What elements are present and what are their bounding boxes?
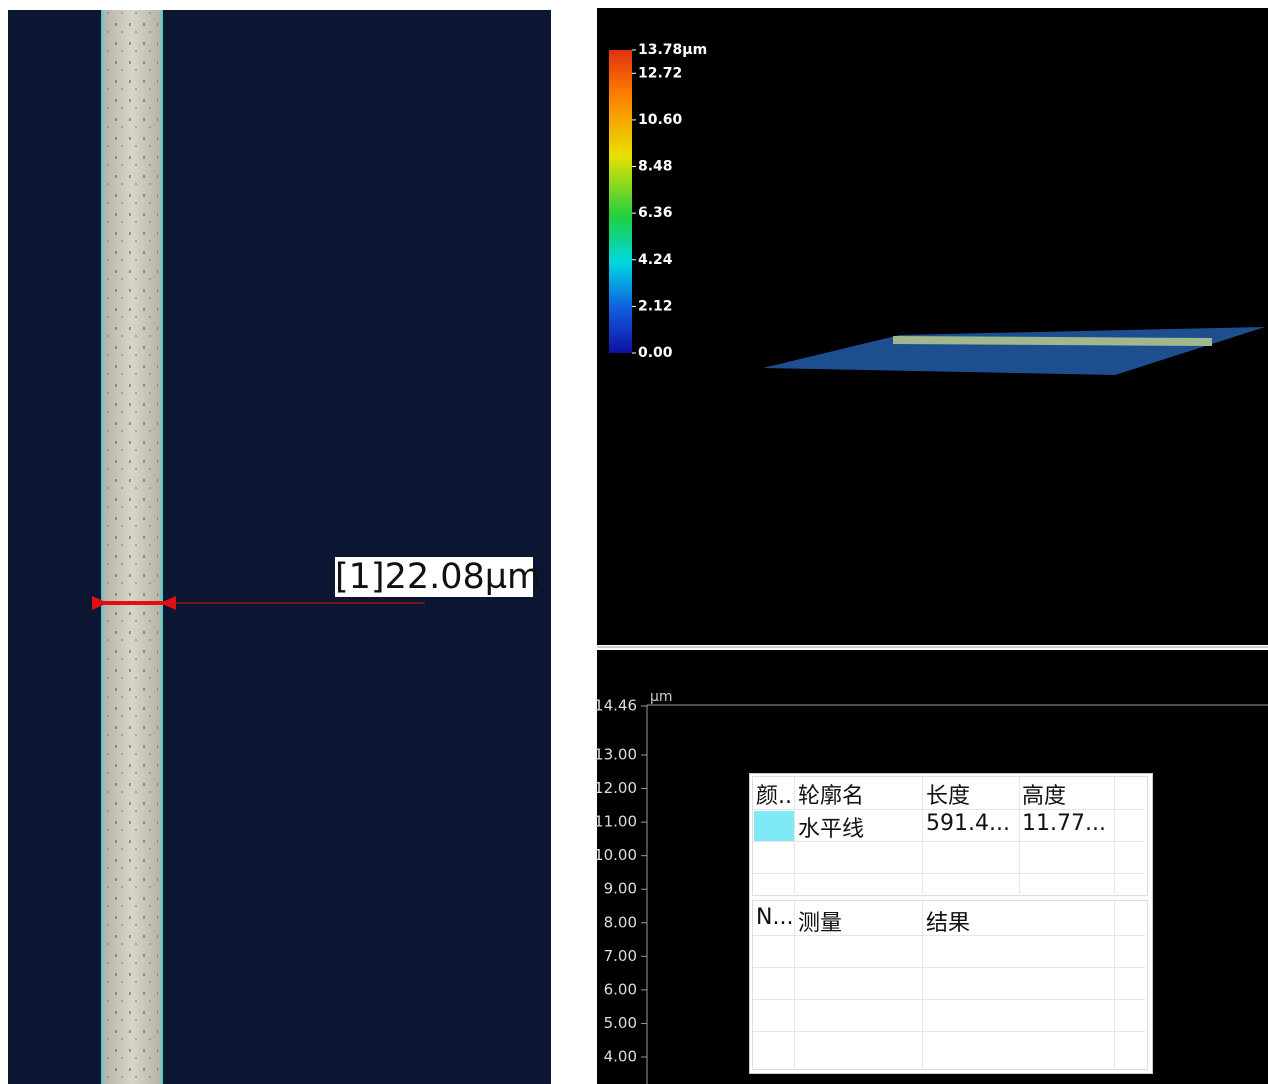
texture bbox=[106, 10, 158, 1084]
grid-line bbox=[1019, 777, 1020, 894]
y-tick-label: 12.00 bbox=[594, 779, 637, 797]
microscope-image bbox=[8, 10, 551, 1084]
y-tick-label: 6.00 bbox=[604, 980, 637, 998]
grid-line bbox=[1114, 901, 1115, 1068]
y-tick-label: 14.46 bbox=[594, 697, 637, 715]
grid-line bbox=[753, 873, 1145, 874]
colorbar-label: 0.00 bbox=[638, 345, 673, 361]
grid-line bbox=[922, 901, 923, 1068]
y-tick-label: 13.00 bbox=[594, 745, 637, 763]
measurement-label: [1]22.08µm bbox=[335, 557, 533, 597]
y-tick-label: 9.00 bbox=[604, 880, 637, 898]
colorbar-label: 8.48 bbox=[638, 159, 673, 175]
colorbar-label: 6.36 bbox=[638, 205, 673, 221]
column-header: N... bbox=[756, 905, 793, 930]
column-header: 测量 bbox=[798, 905, 842, 937]
view-3d bbox=[597, 8, 1268, 645]
y-tick-label: 11.00 bbox=[594, 813, 637, 831]
column-header: 结果 bbox=[926, 905, 970, 937]
colorbar-label: 10.60 bbox=[638, 112, 683, 128]
grid-line bbox=[753, 1031, 1145, 1032]
colorbar-label: 13.78µm bbox=[638, 42, 707, 58]
y-tick-label: 5.00 bbox=[604, 1014, 637, 1032]
column-header: 长度 bbox=[926, 778, 970, 810]
column-header: 轮廓名 bbox=[798, 778, 864, 810]
unit: µm bbox=[650, 689, 673, 705]
y-tick-label: 8.00 bbox=[604, 913, 637, 931]
color-swatch bbox=[754, 811, 794, 841]
column-header: 颜.. bbox=[756, 778, 792, 810]
column-header: 高度 bbox=[1022, 778, 1066, 810]
grid-line bbox=[794, 901, 795, 1068]
colorbar-label: 2.12 bbox=[638, 298, 673, 314]
cell: 11.77... bbox=[1022, 811, 1106, 836]
y-tick-label: 7.00 bbox=[604, 947, 637, 965]
y-tick-label: 10.00 bbox=[594, 846, 637, 864]
table-panel: 颜..轮廓名 长度 高度水平线 591.4... 11.77... N...测量 结果 bbox=[749, 773, 1153, 1074]
colorbar bbox=[609, 50, 632, 353]
cell: 591.4... bbox=[926, 811, 1010, 836]
grid-line bbox=[794, 777, 795, 894]
grid-line bbox=[1114, 777, 1115, 894]
cell: 水平线 bbox=[798, 811, 864, 843]
grid-line bbox=[922, 777, 923, 894]
page: µm 13.78µm 12.72 10.60 8.48 6.36 4.24 2.12 0.00… bbox=[0, 0, 1268, 1084]
y-tick-label: 4.00 bbox=[604, 1048, 637, 1066]
grid-line bbox=[753, 967, 1145, 968]
grid-line bbox=[753, 999, 1145, 1000]
colorbar-label: 12.72 bbox=[638, 65, 682, 81]
colorbar-label: 4.24 bbox=[638, 252, 673, 268]
